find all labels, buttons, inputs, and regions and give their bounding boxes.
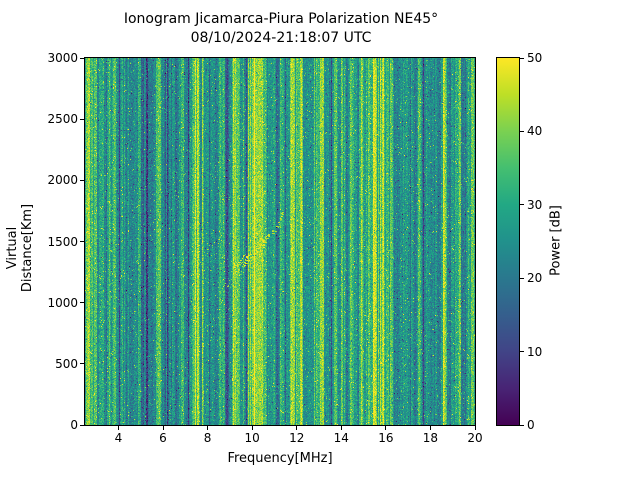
x-tick-label: 16	[378, 431, 394, 445]
x-tick-label: 14	[333, 431, 349, 445]
y-axis-label: Virtual Distance[Km]	[5, 203, 35, 293]
chart-title: Ionogram Jicamarca-Piura Polarization NE…	[85, 10, 477, 48]
colorbar-tick-mark	[520, 277, 524, 279]
x-tick-mark	[162, 426, 164, 430]
y-tick-label: 0	[70, 418, 78, 432]
x-tick-mark	[251, 426, 253, 430]
x-tick-mark	[429, 426, 431, 430]
colorbar-tick-label: 30	[527, 197, 543, 212]
y-tick-mark	[80, 118, 84, 120]
x-tick-label: 10	[244, 431, 260, 445]
x-tick-mark	[117, 426, 119, 430]
colorbar-tick-mark	[520, 351, 524, 353]
y-tick-label: 3000	[47, 51, 78, 65]
colorbar	[496, 57, 520, 426]
y-tick-label: 2000	[47, 173, 78, 188]
y-tick-mark	[80, 424, 84, 426]
x-tick-mark	[340, 426, 342, 430]
colorbar-tick-mark	[520, 130, 524, 132]
y-tick-mark	[80, 179, 84, 181]
y-tick-label: 1500	[47, 234, 78, 249]
x-tick-mark	[207, 426, 209, 430]
y-tick-label: 2500	[47, 112, 78, 127]
colorbar-tick-label: 40	[527, 124, 543, 139]
y-tick-mark	[80, 302, 84, 304]
y-tick-mark	[80, 241, 84, 242]
x-tick-mark	[385, 426, 387, 430]
x-tick-label: 20	[467, 431, 483, 445]
colorbar-tick-label: 10	[527, 344, 543, 359]
chart-title-line2: 08/10/2024-21:18:07 UTC	[190, 30, 372, 46]
y-tick-mark	[80, 363, 84, 365]
colorbar-tick-mark	[520, 204, 524, 206]
y-tick-label: 1000	[47, 295, 78, 310]
x-axis-label: Frequency[MHz]	[227, 451, 333, 466]
x-tick-label: 4	[114, 431, 123, 445]
chart-title-line1: Ionogram Jicamarca-Piura Polarization NE…	[123, 11, 439, 27]
ionogram-heatmap	[85, 58, 475, 425]
colorbar-tick-mark	[520, 424, 524, 426]
colorbar-tick-label: 50	[527, 51, 543, 65]
x-tick-label: 6	[159, 431, 167, 445]
colorbar-label: Power [dB]	[548, 205, 564, 276]
x-tick-mark	[296, 426, 298, 430]
colorbar-tick-label: 20	[527, 271, 543, 286]
colorbar-tick-label: 0	[527, 418, 535, 432]
x-tick-label: 12	[289, 431, 305, 445]
colorbar-tick-mark	[520, 57, 524, 59]
colorbar-gradient	[497, 58, 519, 425]
y-tick-mark	[80, 57, 84, 59]
x-tick-label: 8	[203, 431, 212, 445]
x-tick-label: 18	[422, 431, 439, 445]
y-tick-label: 500	[55, 356, 78, 371]
plot-area	[84, 57, 476, 426]
x-tick-mark	[474, 426, 476, 430]
